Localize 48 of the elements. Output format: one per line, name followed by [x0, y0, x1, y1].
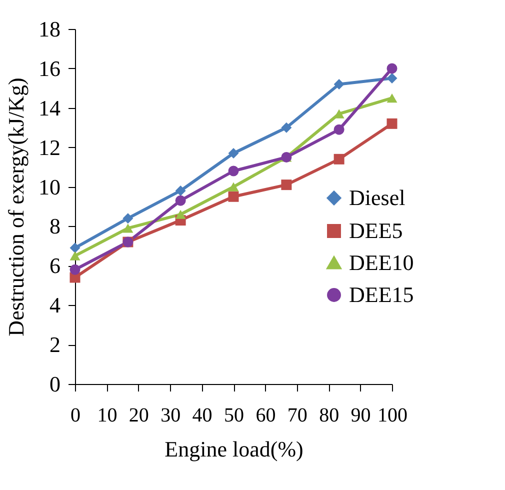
x-tick-label: 80	[319, 404, 340, 426]
y-tick-label: 4	[50, 292, 60, 318]
x-tick-label: 70	[287, 404, 308, 426]
point	[334, 124, 344, 135]
y-axis-title: Destruction of exergy(kJ/Kg)	[4, 78, 28, 336]
point	[122, 224, 134, 233]
x-tick-label: 60	[256, 404, 276, 426]
x-tick-label: 40	[192, 404, 212, 426]
point	[334, 78, 344, 90]
y-tick-label: 14	[38, 95, 60, 120]
x-tick-label: 20	[128, 404, 149, 426]
point	[386, 93, 398, 103]
legend-label: Diesel	[349, 185, 406, 210]
y-tick-label: 16	[38, 56, 60, 81]
x-axis-title: Engine load(%)	[164, 436, 304, 462]
point	[228, 148, 239, 158]
x-tick-label: 10	[97, 404, 118, 426]
y-tick-label: 6	[50, 253, 60, 278]
x-tick-label: 30	[160, 404, 181, 426]
legend-label: DEE15	[349, 282, 414, 307]
legend-label: DEE5	[349, 218, 403, 243]
point	[175, 195, 186, 206]
point	[70, 242, 80, 254]
y-tick-label: 10	[38, 174, 60, 200]
point	[228, 191, 239, 202]
x-tick-label: 50	[224, 404, 244, 426]
point	[70, 251, 80, 260]
x-tick-label: 90	[350, 404, 371, 426]
point	[281, 122, 292, 133]
y-tick-label: 12	[38, 134, 60, 160]
legend-label: DEE10	[349, 250, 414, 275]
point	[70, 264, 80, 275]
x-tick-label: 0	[70, 404, 80, 426]
point	[175, 210, 186, 219]
point	[228, 166, 239, 176]
point	[228, 182, 239, 192]
x-tick-label: 100	[378, 404, 408, 426]
point	[386, 118, 398, 129]
point	[122, 213, 134, 224]
y-tick-label: 8	[50, 214, 60, 239]
point	[386, 73, 398, 84]
point	[281, 180, 292, 190]
y-tick-label: 18	[38, 16, 60, 42]
y-tick-label: 0	[50, 372, 60, 396]
point	[386, 63, 398, 74]
point	[334, 154, 344, 164]
point	[175, 185, 186, 196]
y-tick-label: 2	[50, 332, 60, 358]
